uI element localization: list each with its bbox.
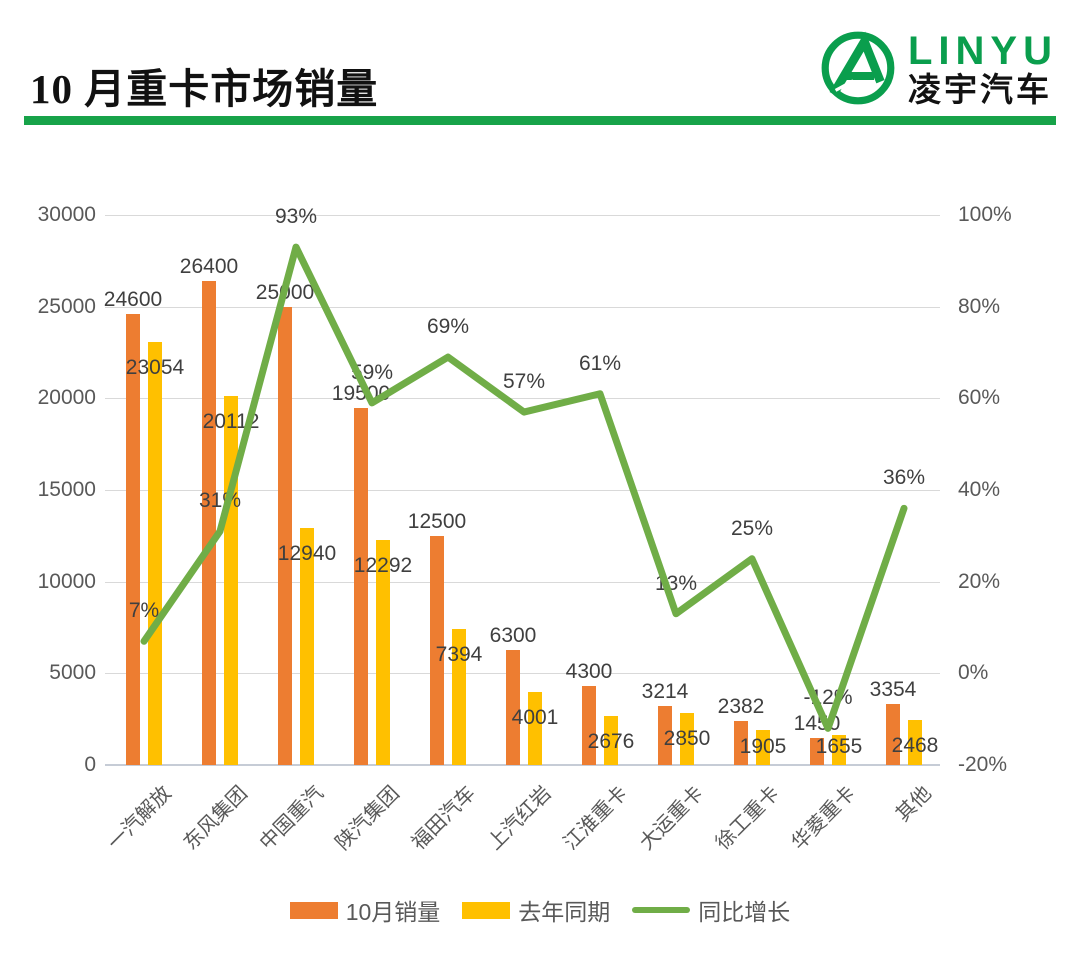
- grid-line: [105, 673, 940, 675]
- bar-value-label-last-year: 2468: [891, 733, 939, 757]
- growth-point-label: 57%: [502, 370, 546, 394]
- growth-point-label: 7%: [128, 599, 160, 623]
- bar-last-year: [528, 691, 542, 765]
- growth-line: [140, 243, 908, 732]
- bar-october-sales: [582, 686, 596, 765]
- bar-october-sales: [430, 535, 444, 765]
- bar-last-year: [300, 527, 314, 765]
- y-axis-tick-left: 25000: [37, 294, 96, 318]
- bar-october-sales: [202, 281, 216, 765]
- linyu-logo-icon: [821, 31, 895, 105]
- y-axis-tick-right: 20%: [958, 569, 1001, 593]
- legend-bar-swatch: [462, 901, 511, 919]
- bar-value-label-last-year: 1655: [815, 735, 863, 758]
- y-axis-tick-right: 100%: [958, 203, 1012, 226]
- bar-value-label-october: 2382: [717, 695, 765, 719]
- y-axis-tick-left: 10000: [37, 569, 96, 593]
- logo-brand-cn: 凌宇汽车: [908, 70, 1052, 108]
- grid-line: [105, 581, 940, 583]
- bar-value-label-last-year: 7394: [435, 643, 483, 667]
- bar-last-year: [376, 539, 390, 765]
- bar-last-year: [832, 734, 846, 765]
- x-axis-category-label: 其他: [891, 782, 936, 827]
- bar-october-sales: [506, 649, 520, 765]
- x-axis-category-label: 华菱重卡: [787, 782, 860, 855]
- y-axis-tick-right: 80%: [958, 294, 1001, 318]
- x-axis-category-label: 江淮重卡: [559, 782, 632, 855]
- logo-brand-latin: LINYU: [908, 28, 1058, 73]
- legend-item: 去年同期: [462, 893, 610, 927]
- y-axis-tick-right: -20%: [958, 753, 1008, 776]
- bar-value-label-october: 26400: [179, 255, 239, 278]
- y-axis-tick-right: 60%: [958, 386, 1001, 410]
- bar-value-label-last-year: 12940: [277, 541, 337, 565]
- y-axis-tick-left: 30000: [37, 203, 96, 226]
- x-axis-category-label: 陕汽集团: [331, 782, 404, 855]
- x-axis-category-label: 东风集团: [179, 782, 252, 855]
- legend-bar-swatch: [289, 901, 338, 919]
- bar-value-label-last-year: 1905: [739, 735, 787, 758]
- legend-label: 去年同期: [518, 899, 611, 925]
- bar-value-label-october: 12500: [407, 509, 467, 533]
- legend-item: 同比增长: [632, 893, 790, 927]
- x-axis-category-label: 徐工重卡: [711, 782, 784, 855]
- grid-line: [105, 215, 940, 216]
- bar-last-year: [604, 715, 618, 765]
- y-axis-tick-left: 5000: [49, 661, 96, 685]
- x-axis-category-label: 中国重汽: [255, 782, 328, 855]
- legend-item: 10月销量: [289, 893, 441, 927]
- growth-point-label: 93%: [274, 205, 318, 229]
- x-axis-category-label: 福田汽车: [407, 782, 480, 855]
- bar-value-label-last-year: 2676: [587, 729, 635, 753]
- growth-point-label: 61%: [578, 351, 622, 375]
- bar-october-sales: [734, 721, 748, 765]
- chart-legend: 10月销量 去年同期 同比增长: [0, 893, 1080, 927]
- bar-value-label-october: 3214: [641, 680, 689, 704]
- grid-line: [105, 490, 940, 491]
- x-axis-category-label: 一汽解放: [103, 782, 176, 855]
- bar-value-label-october: 24600: [103, 288, 163, 311]
- x-axis-category-label: 大运重卡: [635, 782, 708, 855]
- growth-point-label: 36%: [882, 466, 926, 490]
- bar-october-sales: [810, 738, 824, 765]
- y-axis-tick-left: 0: [84, 753, 96, 776]
- y-axis-tick-left: 20000: [37, 386, 96, 410]
- legend-label: 10月销量: [345, 899, 441, 925]
- legend-label: 同比增长: [698, 899, 791, 925]
- bar-last-year: [148, 342, 162, 765]
- bar-last-year: [452, 629, 466, 765]
- y-axis-tick-right: 40%: [958, 478, 1001, 501]
- bar-october-sales: [126, 314, 140, 765]
- page-title: 10 月重卡市场销量: [30, 66, 379, 112]
- bar-value-label-last-year: 2850: [663, 726, 711, 750]
- bar-value-label-last-year: 23054: [125, 356, 185, 380]
- bar-october-sales: [658, 706, 672, 765]
- bar-value-label-last-year: 4001: [511, 705, 559, 729]
- x-axis-line: [105, 764, 940, 766]
- bar-october-sales: [354, 407, 368, 765]
- y-axis-tick-left: 15000: [37, 478, 96, 501]
- bar-last-year: [908, 719, 922, 765]
- y-axis-tick-right: 0%: [958, 661, 989, 685]
- bar-last-year: [680, 712, 694, 765]
- company-logo: LINYU 凌宇汽车: [816, 28, 1058, 108]
- header-divider: [24, 116, 1056, 125]
- bar-value-label-last-year: 12292: [353, 553, 413, 577]
- x-axis-category-label: 上汽红岩: [483, 782, 556, 855]
- growth-point-label: 69%: [426, 315, 470, 339]
- bar-value-label-october: 6300: [489, 623, 537, 647]
- grid-line: [105, 306, 940, 308]
- growth-point-label: 25%: [730, 516, 774, 540]
- bar-october-sales: [278, 306, 292, 765]
- bar-value-label-october: 4300: [565, 660, 613, 684]
- bar-last-year: [756, 730, 770, 765]
- bar-value-label-october: 3354: [869, 677, 917, 701]
- legend-line-swatch: [632, 907, 691, 913]
- bar-october-sales: [886, 703, 900, 765]
- grid-line: [105, 398, 940, 400]
